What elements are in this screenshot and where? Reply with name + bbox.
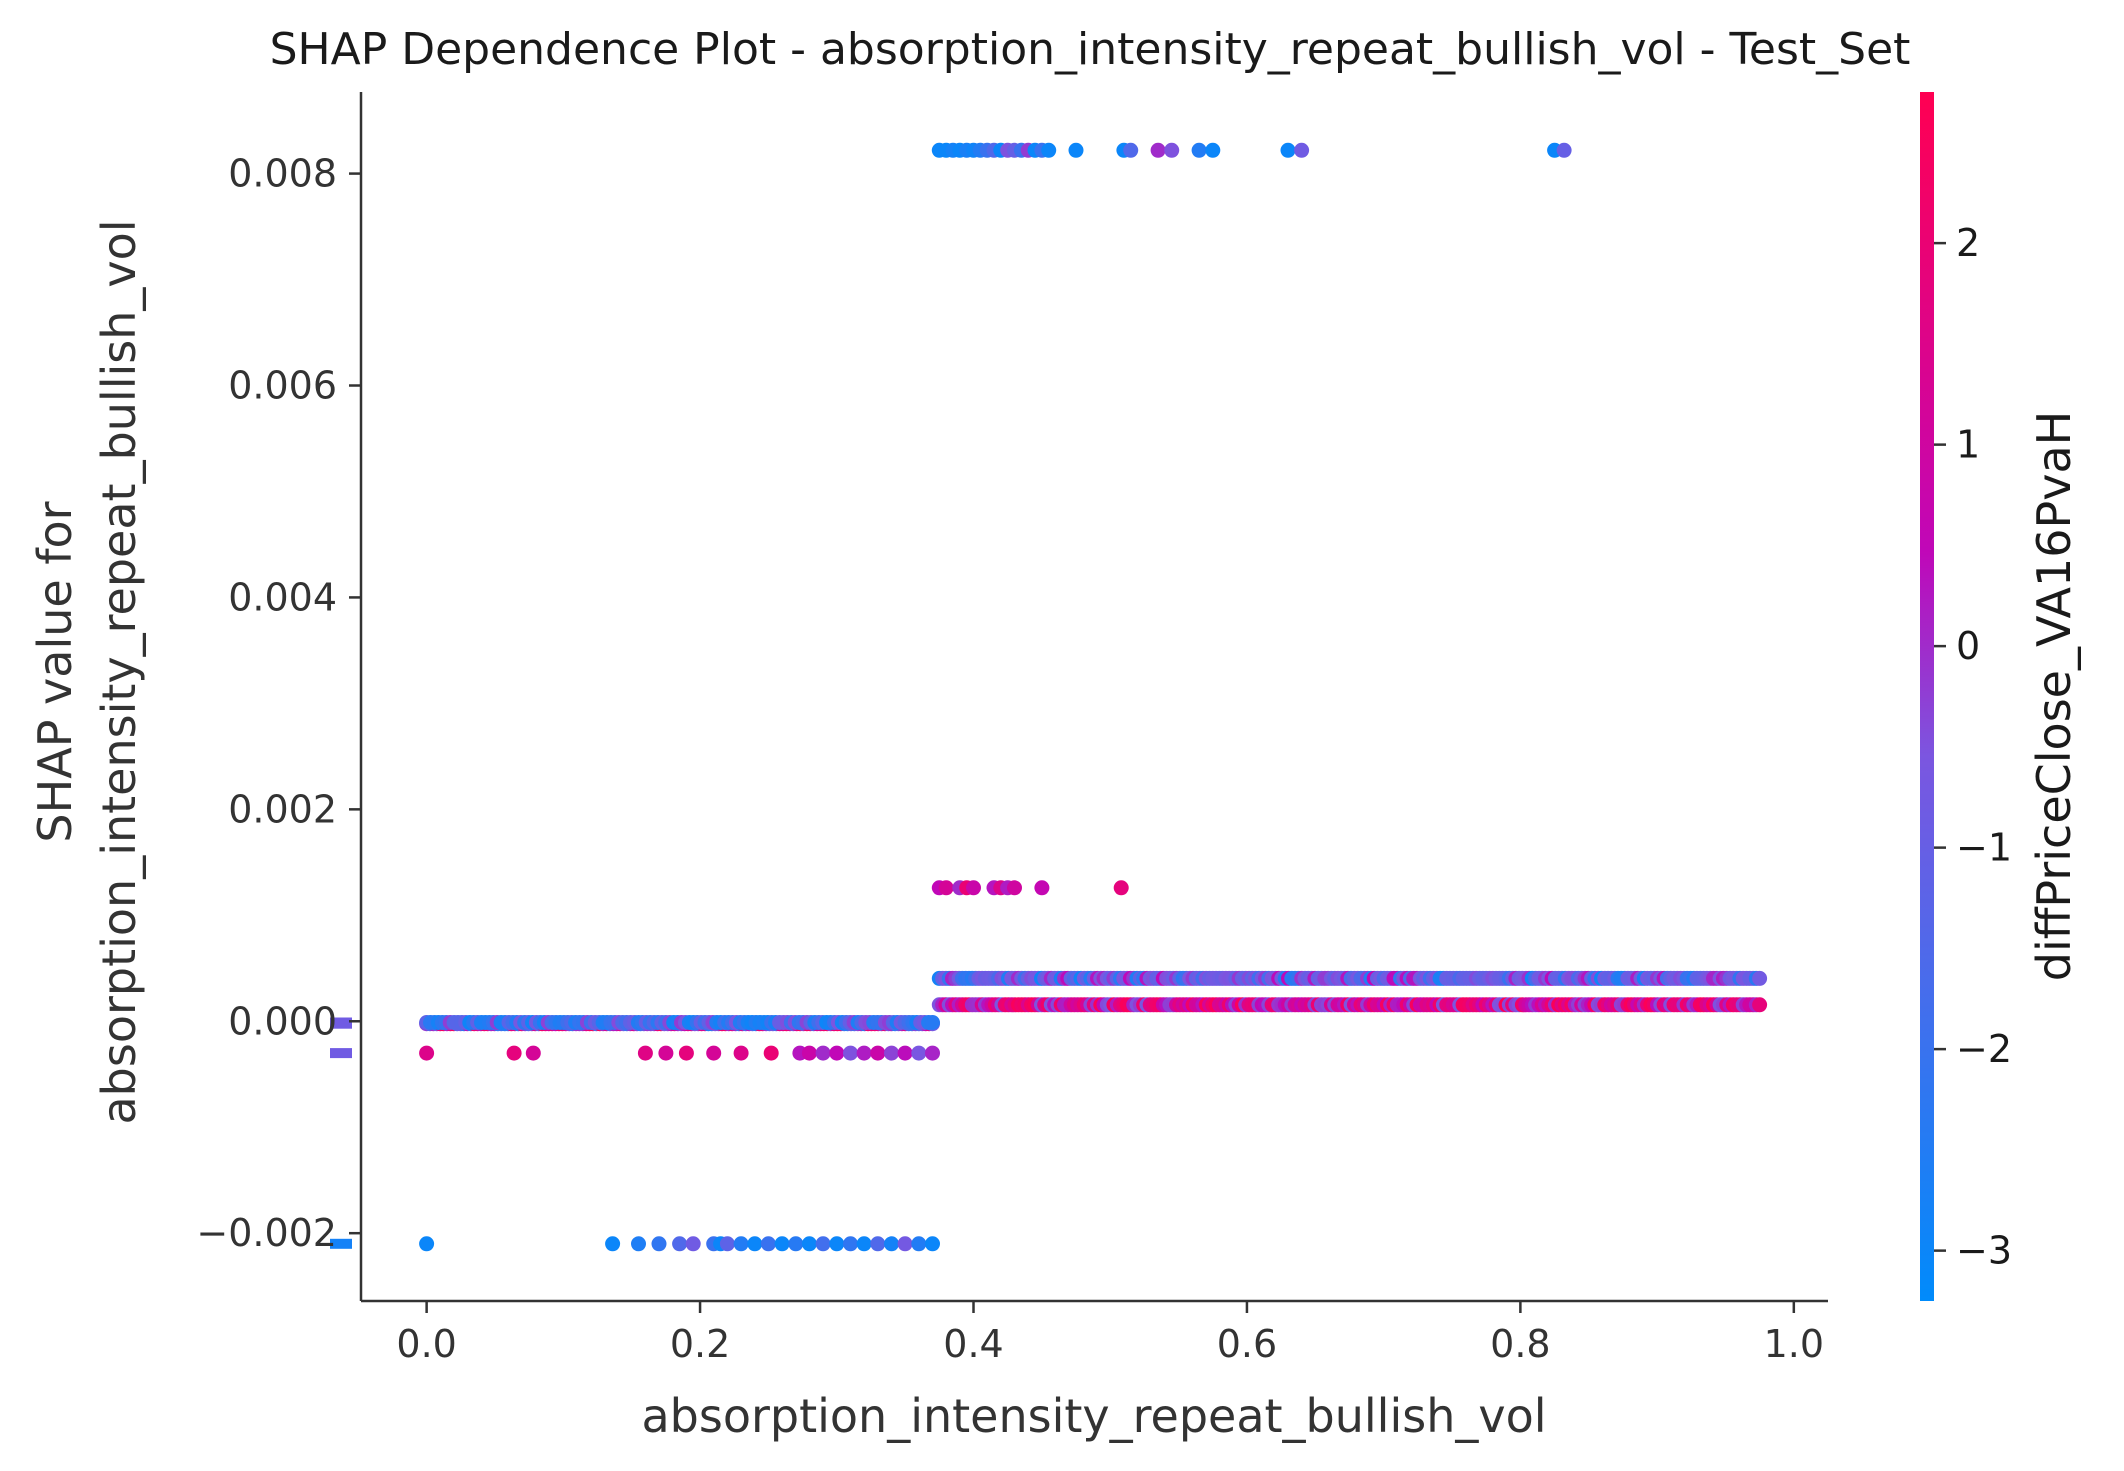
colorbar-ticks: −3 −2 −1 0 1 2 xyxy=(1934,221,2012,1273)
data-point xyxy=(897,1045,913,1061)
data-point xyxy=(843,1045,858,1061)
data-point xyxy=(911,1236,927,1252)
data-point xyxy=(1164,142,1180,158)
data-point xyxy=(1123,142,1139,158)
data-point xyxy=(733,1236,749,1252)
colorbar-tick-label: 2 xyxy=(1956,221,1980,265)
y-tick-label: −0.002 xyxy=(196,1211,337,1255)
y-axis-ticks: −0.002 0.000 0.002 0.004 0.006 0.008 xyxy=(196,152,361,1255)
data-point xyxy=(651,1236,667,1252)
data-point xyxy=(733,1045,749,1061)
data-point xyxy=(1556,142,1572,158)
data-point xyxy=(1068,142,1084,158)
x-tick-label: 0.4 xyxy=(943,1322,1003,1366)
data-point xyxy=(1752,970,1768,986)
data-point xyxy=(506,1045,522,1061)
colorbar-tick-label: −2 xyxy=(1956,1027,2012,1071)
data-point xyxy=(843,1236,858,1252)
y-axis-label-line-1: SHAP value for xyxy=(28,501,82,842)
data-point xyxy=(685,1236,701,1252)
data-point xyxy=(1205,142,1221,158)
colorbar-tick-label: 1 xyxy=(1956,423,1980,467)
y-tick-label: 0.004 xyxy=(228,575,337,619)
data-point xyxy=(672,1236,688,1252)
data-point xyxy=(815,1045,831,1061)
data-point xyxy=(706,1045,722,1061)
data-point xyxy=(897,1236,913,1252)
data-point xyxy=(788,1236,804,1252)
data-point xyxy=(1113,880,1129,896)
colorbar-tick-label: −3 xyxy=(1956,1229,2012,1273)
data-point xyxy=(925,1045,940,1061)
data-point xyxy=(678,1045,694,1061)
chart-title: SHAP Dependence Plot - absorption_intens… xyxy=(270,24,1911,75)
data-point xyxy=(1034,880,1050,896)
data-point xyxy=(1007,880,1022,896)
data-point xyxy=(419,1045,435,1061)
nan-marker xyxy=(330,1017,352,1028)
data-point xyxy=(925,1236,940,1252)
data-point xyxy=(1150,142,1166,158)
data-point xyxy=(719,1236,735,1252)
colorbar-tick-label: 0 xyxy=(1956,624,1980,668)
scatter-points xyxy=(419,142,1768,1252)
data-point xyxy=(856,1236,872,1252)
x-axis-label: absorption_intensity_repeat_bullish_vol xyxy=(641,1389,1546,1443)
x-tick-label: 0.8 xyxy=(1490,1322,1550,1366)
data-point xyxy=(856,1045,872,1061)
data-point xyxy=(419,1236,435,1252)
data-point xyxy=(605,1236,621,1252)
data-point xyxy=(1041,142,1057,158)
data-point xyxy=(658,1045,674,1061)
data-point xyxy=(870,1236,886,1252)
colorbar-tick-label: −1 xyxy=(1956,826,2012,870)
data-point xyxy=(747,1236,763,1252)
data-point xyxy=(801,1236,817,1252)
data-point xyxy=(760,1236,776,1252)
data-point xyxy=(801,1045,817,1061)
data-point xyxy=(829,1236,845,1252)
data-point xyxy=(911,1045,927,1061)
data-point xyxy=(1752,997,1768,1013)
data-point xyxy=(925,1015,940,1030)
colorbar xyxy=(1920,92,1934,1301)
data-point xyxy=(1280,142,1296,158)
y-axis-label-line-2: absorption_intensity_repeat_bullish_vol xyxy=(92,219,146,1124)
nan-marker xyxy=(330,1238,352,1249)
nan-markers xyxy=(330,1017,352,1249)
data-point xyxy=(966,880,981,896)
data-point xyxy=(525,1045,541,1061)
y-tick-label: 0.002 xyxy=(228,787,337,831)
data-point xyxy=(631,1236,646,1252)
x-tick-label: 1.0 xyxy=(1764,1322,1824,1366)
y-tick-label: 0.006 xyxy=(228,364,337,408)
data-point xyxy=(763,1045,779,1061)
data-point xyxy=(815,1236,831,1252)
data-point xyxy=(774,1236,790,1252)
data-point xyxy=(1191,142,1207,158)
colorbar-label: diffPriceClose_VA16PvaH xyxy=(2027,411,2081,981)
x-tick-label: 0.2 xyxy=(670,1322,730,1366)
data-point xyxy=(1294,142,1310,158)
x-tick-label: 0.6 xyxy=(1217,1322,1277,1366)
y-tick-label: 0.008 xyxy=(228,152,337,196)
x-tick-label: 0.0 xyxy=(396,1322,456,1366)
data-point xyxy=(884,1045,899,1061)
data-point xyxy=(884,1236,899,1252)
x-axis-ticks: 0.0 0.2 0.4 0.6 0.8 1.0 xyxy=(396,1301,1824,1366)
y-tick-label: 0.000 xyxy=(228,999,337,1043)
data-point xyxy=(829,1045,845,1061)
data-point xyxy=(938,880,954,896)
data-point xyxy=(637,1045,653,1061)
data-point xyxy=(870,1045,886,1061)
nan-marker xyxy=(330,1048,352,1059)
